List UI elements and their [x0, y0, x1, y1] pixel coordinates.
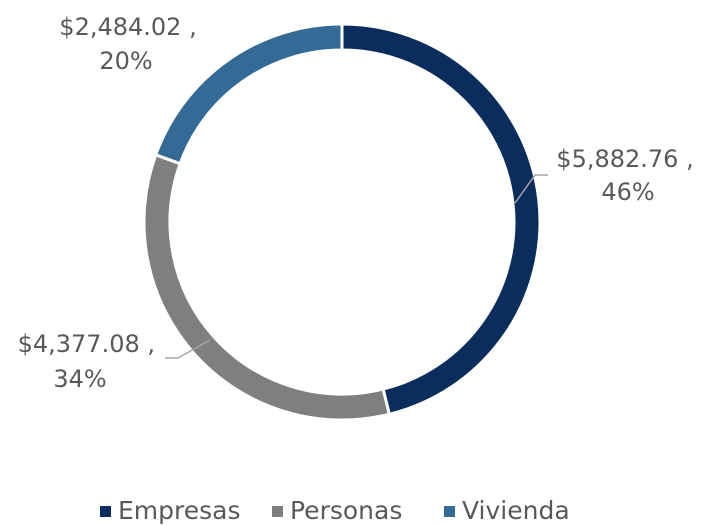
- leader-line: [165, 339, 211, 359]
- legend-swatch: [100, 506, 111, 517]
- legend-label: Vivienda: [462, 496, 570, 525]
- data-label: $2,484.02 ,: [59, 13, 196, 41]
- legend-label: Empresas: [118, 496, 241, 525]
- leader-line: [514, 174, 548, 204]
- donut-slice: [142, 152, 392, 422]
- data-label: 46%: [601, 178, 654, 206]
- donut-slice: [340, 22, 542, 417]
- data-label: $5,882.76 ,: [556, 145, 693, 173]
- donut-slice: [153, 22, 344, 166]
- legend-label: Personas: [290, 496, 402, 525]
- legend-swatch: [444, 506, 455, 517]
- legend-swatch: [272, 506, 283, 517]
- data-label: 34%: [53, 365, 106, 393]
- data-label: $4,377.08 ,: [18, 330, 155, 358]
- data-label: 20%: [99, 47, 152, 75]
